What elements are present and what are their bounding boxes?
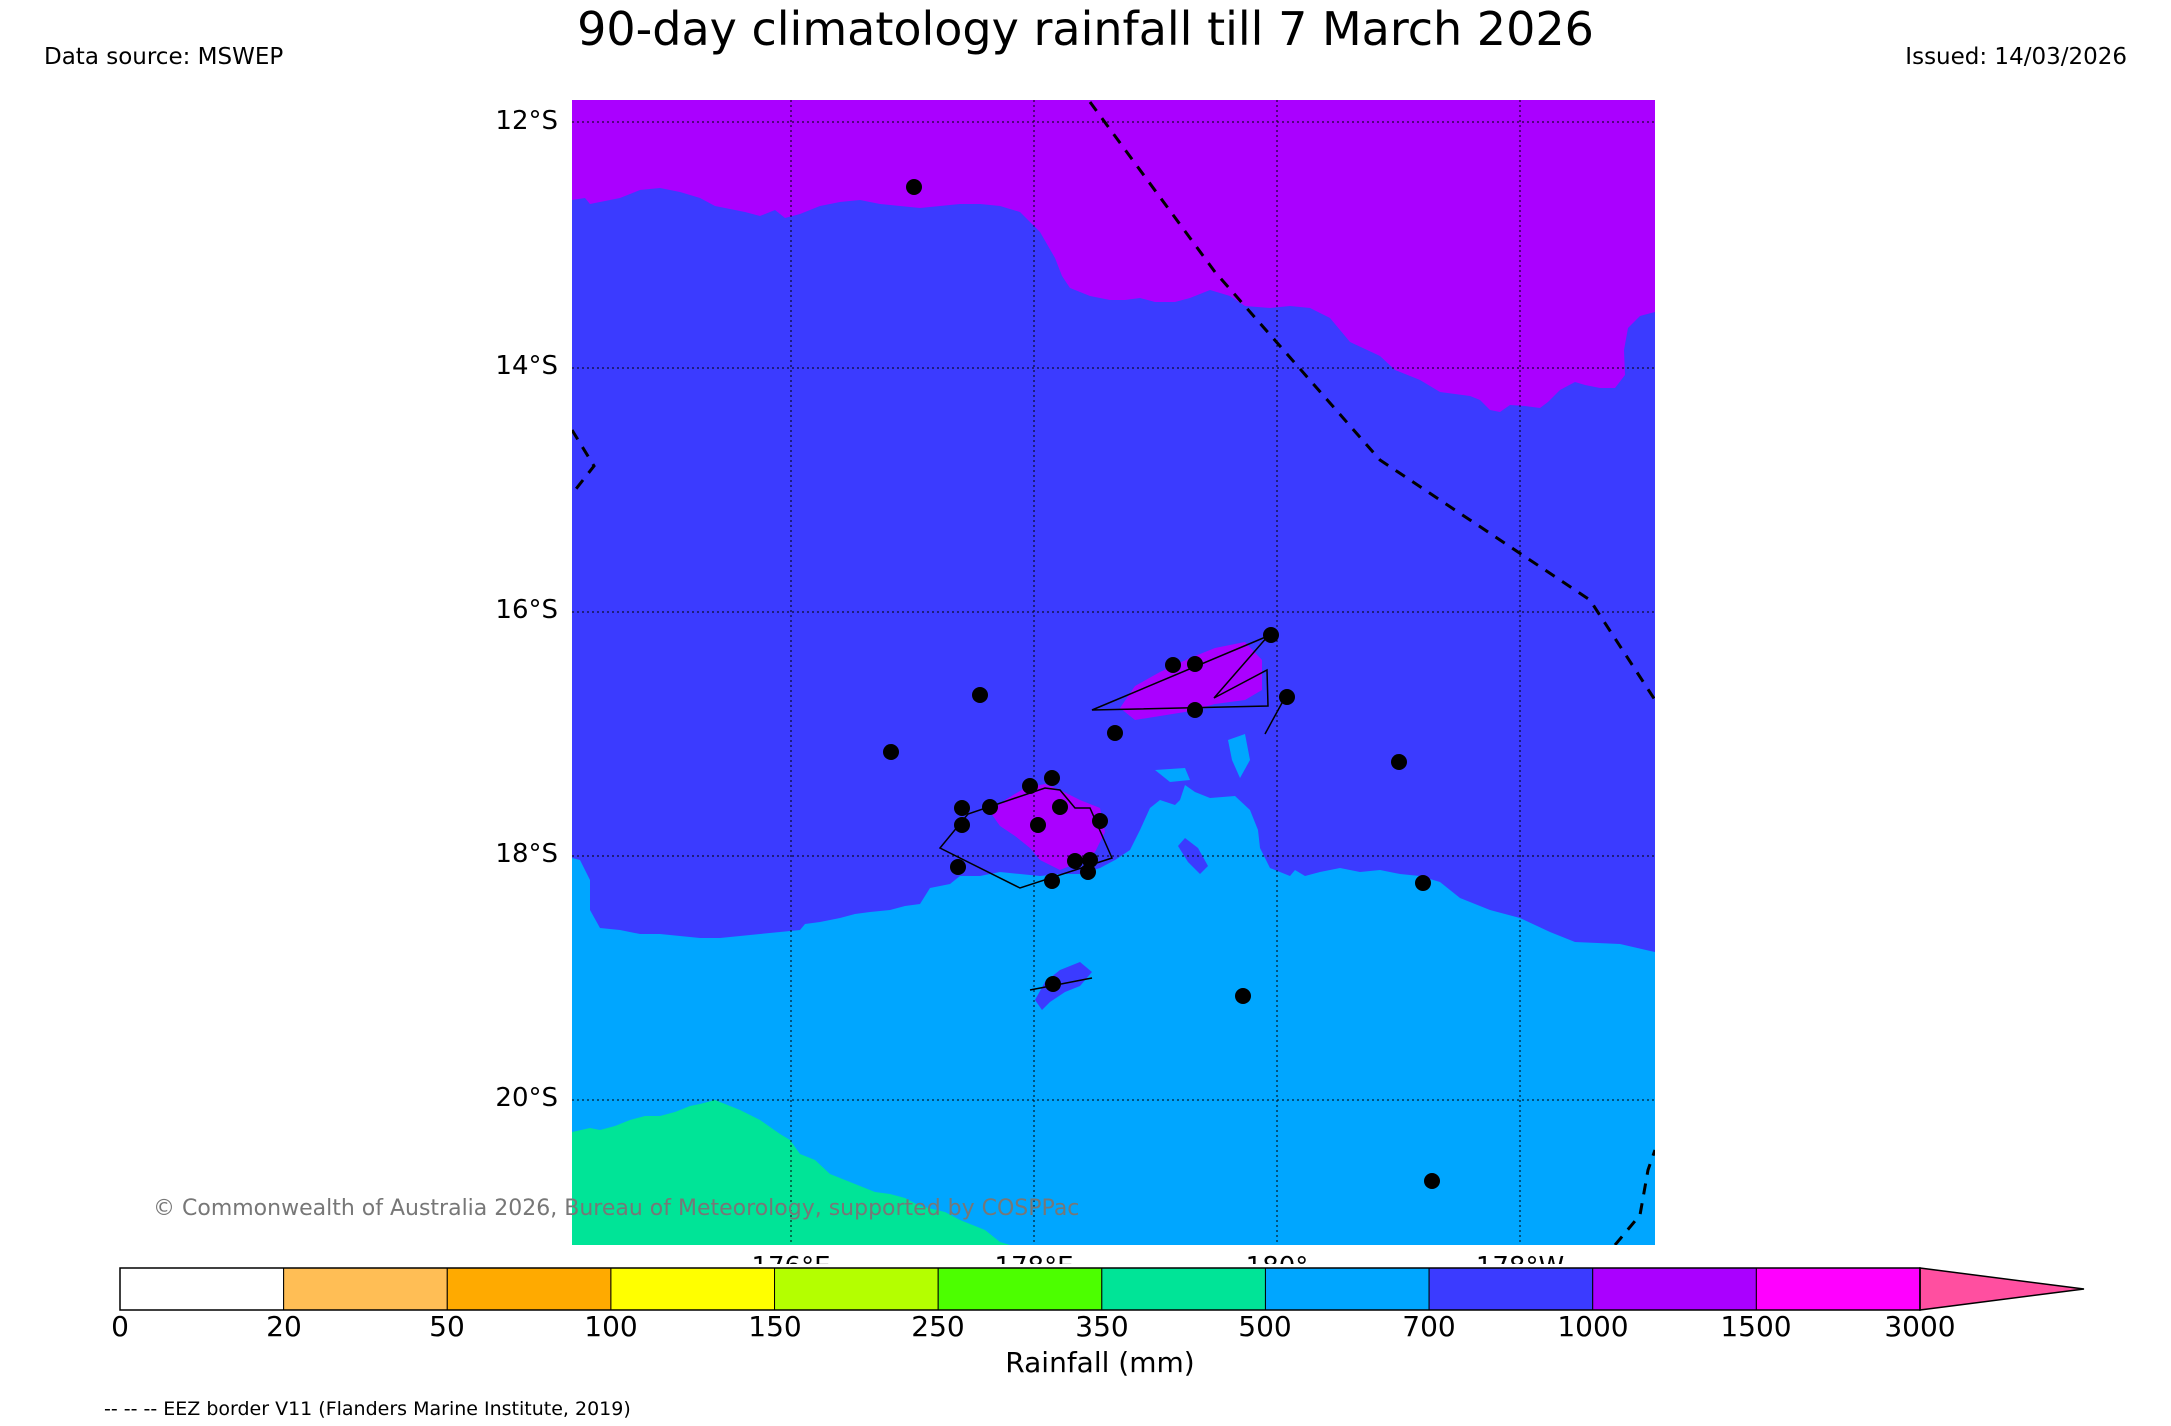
copyright-notice: © Commonwealth of Australia 2026, Bureau… — [153, 1196, 1080, 1221]
colorbar-segment — [283, 1267, 448, 1311]
colorbar-segment — [1264, 1267, 1430, 1311]
colorbar-tick-700: 700 — [1402, 1310, 1456, 1343]
colorbar-segment — [1592, 1267, 1757, 1311]
rain-zone-1000-1500-vanua-levu — [1120, 642, 1262, 720]
map-title: 90-day climatology rainfall till 7 March… — [577, 2, 1594, 56]
colorbar — [119, 1267, 2085, 1311]
lat-label-16s: 16°S — [495, 595, 558, 625]
lon-label-178w: 178°W — [1475, 1252, 1565, 1282]
colorbar-segment — [937, 1267, 1103, 1311]
colorbar-tick-50: 50 — [429, 1310, 465, 1343]
data-source-label: Data source: MSWEP — [44, 44, 284, 70]
rain-zone-500-700-lau-2 — [1228, 734, 1250, 778]
rain-zone-700-1000-kadavu — [1035, 962, 1092, 1010]
colorbar-segment — [1755, 1267, 1921, 1311]
rain-zone-1000-1500-viti-levu — [990, 784, 1105, 870]
colorbar-segment — [1428, 1267, 1594, 1311]
colorbar-tick-1000: 1000 — [1557, 1310, 1629, 1343]
lat-label-12s: 12°S — [495, 106, 558, 136]
rain-zone-500-700-lau — [1155, 768, 1190, 782]
colorbar-tick-100: 100 — [584, 1310, 638, 1343]
colorbar-tick-3000: 3000 — [1884, 1310, 1956, 1343]
colorbar-title: Rainfall (mm) — [1005, 1346, 1195, 1379]
eez-border — [572, 101, 1655, 1245]
issued-date-label: Issued: 14/03/2026 — [1905, 44, 2127, 70]
colorbar-tick-0: 0 — [111, 1310, 129, 1343]
rain-zone-1000-1500-north — [572, 100, 1655, 412]
colorbar-tick-20: 20 — [266, 1310, 302, 1343]
colorbar-segment — [610, 1267, 776, 1311]
map-area — [572, 100, 1655, 1245]
colorbar-segment — [119, 1267, 285, 1311]
colorbar-extend-arrow — [1919, 1267, 2085, 1311]
rain-zone-500-700-lau-3 — [1190, 818, 1225, 850]
rain-zone-350-500 — [572, 1100, 1010, 1245]
graticule — [572, 100, 1655, 1245]
lon-label-180: 180° — [1245, 1252, 1309, 1282]
lon-label-176e: 176°E — [751, 1252, 831, 1282]
colorbar-tick-250: 250 — [911, 1310, 965, 1343]
lat-label-18s: 18°S — [495, 839, 558, 869]
colorbar-segment — [774, 1267, 939, 1311]
eez-border-note: -- -- -- EEZ border V11 (Flanders Marine… — [104, 1398, 631, 1420]
colorbar-tick-1500: 1500 — [1720, 1310, 1792, 1343]
lon-label-178e: 178°E — [994, 1252, 1074, 1282]
colorbar-tick-500: 500 — [1238, 1310, 1292, 1343]
colorbar-tick-150: 150 — [748, 1310, 802, 1343]
lat-label-14s: 14°S — [495, 351, 558, 381]
lat-label-20s: 20°S — [495, 1083, 558, 1113]
colorbar-tick-350: 350 — [1075, 1310, 1129, 1343]
station-markers — [883, 179, 1440, 1189]
colorbar-segment — [446, 1267, 612, 1311]
colorbar-segment — [1101, 1267, 1266, 1311]
